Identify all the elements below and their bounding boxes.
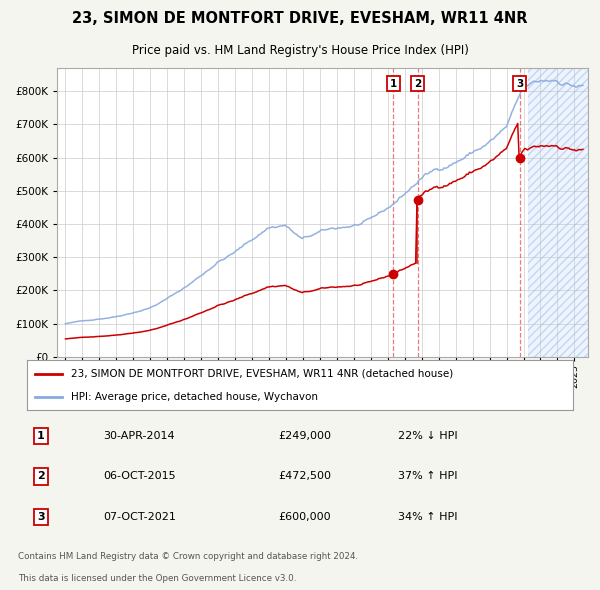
Text: Price paid vs. HM Land Registry's House Price Index (HPI): Price paid vs. HM Land Registry's House … — [131, 44, 469, 57]
Text: 3: 3 — [37, 512, 44, 522]
Text: 30-APR-2014: 30-APR-2014 — [103, 431, 175, 441]
Bar — [528, 61, 600, 360]
Text: 1: 1 — [390, 78, 397, 88]
Text: 3: 3 — [516, 78, 523, 88]
Text: £472,500: £472,500 — [278, 471, 331, 481]
Text: 34% ↑ HPI: 34% ↑ HPI — [398, 512, 458, 522]
Text: This data is licensed under the Open Government Licence v3.0.: This data is licensed under the Open Gov… — [18, 573, 296, 583]
Text: 06-OCT-2015: 06-OCT-2015 — [103, 471, 176, 481]
Text: 2: 2 — [37, 471, 44, 481]
Text: 23, SIMON DE MONTFORT DRIVE, EVESHAM, WR11 4NR: 23, SIMON DE MONTFORT DRIVE, EVESHAM, WR… — [72, 11, 528, 26]
Bar — [528, 68, 600, 357]
Text: £249,000: £249,000 — [278, 431, 331, 441]
Text: £600,000: £600,000 — [278, 512, 331, 522]
Text: 37% ↑ HPI: 37% ↑ HPI — [398, 471, 458, 481]
Text: Contains HM Land Registry data © Crown copyright and database right 2024.: Contains HM Land Registry data © Crown c… — [18, 552, 358, 560]
Text: 1: 1 — [37, 431, 44, 441]
Text: HPI: Average price, detached house, Wychavon: HPI: Average price, detached house, Wych… — [71, 392, 317, 402]
Text: 22% ↓ HPI: 22% ↓ HPI — [398, 431, 458, 441]
Text: 23, SIMON DE MONTFORT DRIVE, EVESHAM, WR11 4NR (detached house): 23, SIMON DE MONTFORT DRIVE, EVESHAM, WR… — [71, 369, 453, 379]
Text: 07-OCT-2021: 07-OCT-2021 — [103, 512, 176, 522]
Text: 2: 2 — [414, 78, 421, 88]
